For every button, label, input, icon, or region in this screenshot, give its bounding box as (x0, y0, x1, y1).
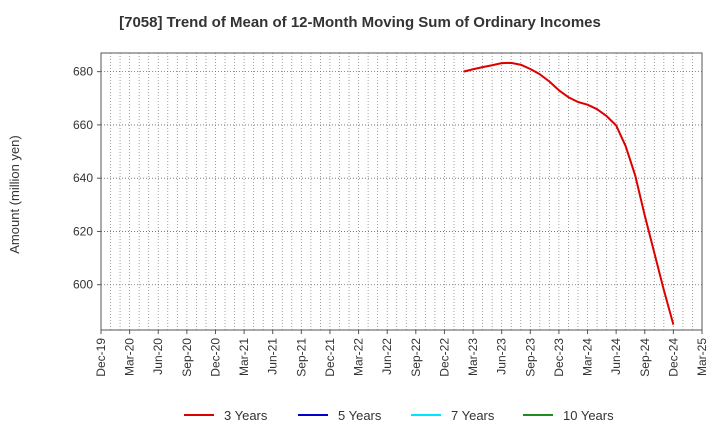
series-lines (463, 61, 675, 325)
y-axis-label: Amount (million yen) (7, 135, 22, 254)
legend-label: 10 Years (563, 408, 614, 423)
chart-title: [7058] Trend of Mean of 12-Month Moving … (119, 14, 601, 31)
x-tick-label: Sep-21 (294, 338, 308, 377)
x-tick-label: Mar-21 (237, 338, 251, 376)
x-tick-labels: Dec-19 Mar-20 Jun-20 Sep-20 Dec-20 Mar-21 Jun-… (94, 330, 709, 377)
x-tick-label: Jun-23 (495, 338, 509, 375)
x-tick-label: Mar-20 (123, 338, 137, 376)
y-tick-labels: 600 620 640 660 680 (73, 65, 101, 292)
y-tick-label: 620 (73, 224, 93, 238)
x-tick-label: Dec-24 (666, 338, 680, 377)
x-tick-label: Jun-20 (151, 338, 165, 375)
y-tick-label: 640 (73, 171, 93, 185)
x-tick-label: Dec-22 (437, 338, 451, 377)
plot-frame (100, 52, 703, 331)
x-tick-label: Jun-21 (266, 338, 280, 375)
x-tick-label: Mar-22 (352, 338, 366, 376)
legend: 3 Years 5 Years 7 Years 10 Years (184, 408, 614, 423)
x-tick-label: Mar-23 (466, 338, 480, 376)
legend-label: 5 Years (338, 408, 382, 423)
x-tick-label: Sep-23 (523, 338, 537, 377)
x-tick-label: Dec-19 (94, 338, 108, 377)
x-tick-label: Dec-23 (552, 338, 566, 377)
legend-label: 3 Years (224, 408, 268, 423)
grid-lines (101, 53, 702, 330)
legend-label: 7 Years (451, 408, 495, 423)
x-tick-label: Mar-24 (581, 338, 595, 376)
x-tick-label: Mar-25 (695, 338, 709, 376)
x-tick-label: Sep-22 (409, 338, 423, 377)
y-tick-label: 600 (73, 278, 93, 292)
x-tick-label: Jun-22 (380, 338, 394, 375)
y-tick-label: 680 (73, 65, 93, 79)
y-tick-label: 660 (73, 118, 93, 132)
x-tick-label: Sep-20 (180, 338, 194, 377)
x-tick-label: Dec-20 (208, 338, 222, 377)
x-tick-label: Dec-21 (323, 338, 337, 377)
x-tick-label: Sep-24 (638, 338, 652, 377)
series-line-3-years (463, 61, 675, 325)
x-tick-label: Jun-24 (609, 338, 623, 375)
